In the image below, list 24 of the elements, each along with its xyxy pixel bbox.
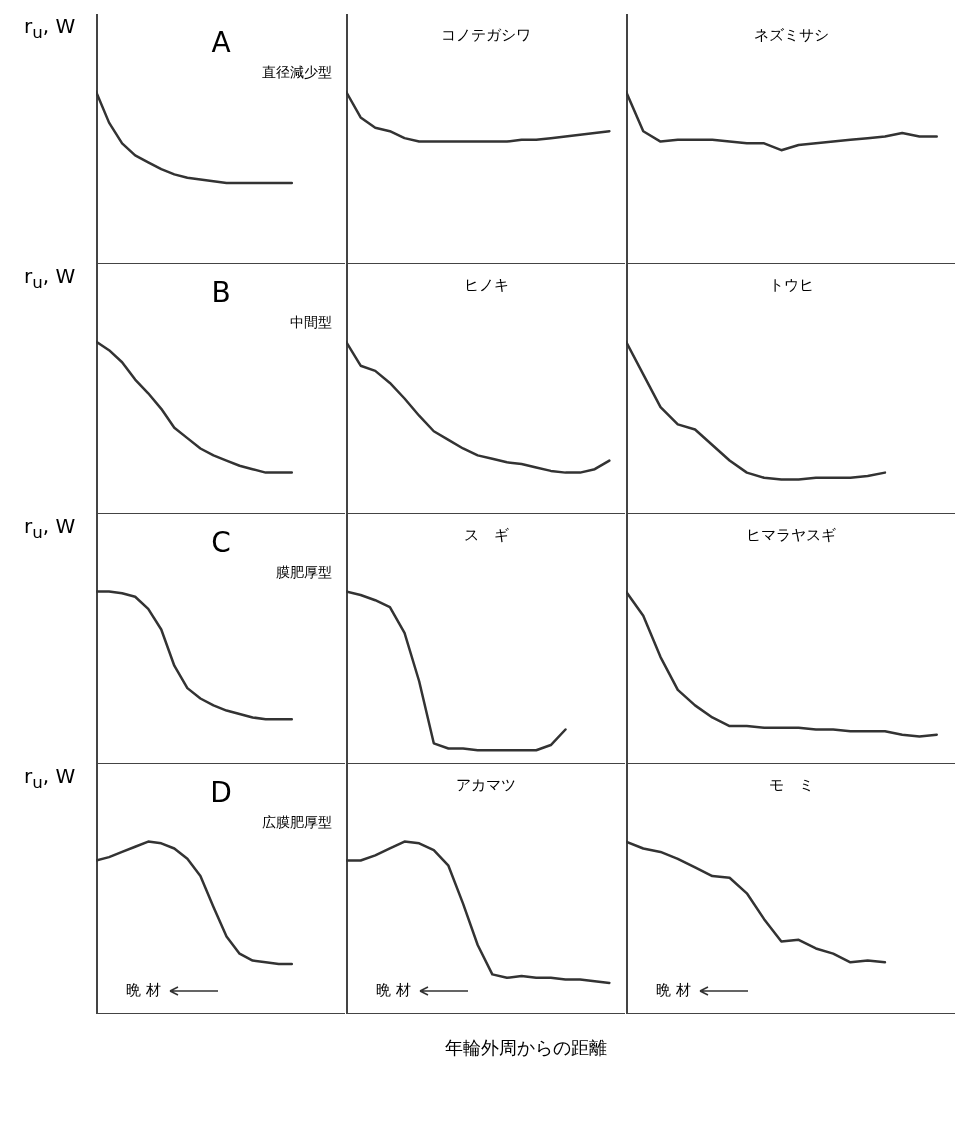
chart-title: モ ミ	[767, 776, 815, 795]
chart-title: ス ギ	[462, 526, 510, 545]
chart-subtitle: 中間型	[290, 314, 332, 332]
chart-title: トウヒ	[767, 276, 815, 295]
chart-subtitle: 直径減少型	[262, 64, 332, 82]
chart-title: B	[210, 276, 232, 309]
chart-title: ヒノキ	[462, 276, 510, 295]
x-axis-title: 年輪外周からの距離	[444, 1036, 608, 1060]
chart-title: コノテガシワ	[440, 26, 532, 45]
y-axis-title: r$_{u}$, W	[24, 264, 76, 292]
y-axis-title: r$_{u}$, W	[24, 514, 76, 542]
chart-title: A	[210, 26, 232, 59]
chart-title: アカマツ	[455, 776, 517, 795]
annotation: 晩 材	[376, 981, 411, 1000]
y-axis-title: r$_{u}$, W	[24, 14, 76, 42]
y-axis-title: r$_{u}$, W	[24, 764, 76, 792]
chart-subtitle: 膜肥厚型	[276, 564, 332, 582]
annotation: 晩 材	[656, 981, 691, 1000]
chart-title: C	[210, 526, 232, 559]
chart-title: ヒマラヤスギ	[745, 526, 837, 545]
annotation: 晩 材	[126, 981, 161, 1000]
chart-subtitle: 広膜肥厚型	[262, 814, 332, 832]
chart-title: ネズミサシ	[752, 26, 830, 45]
chart-title: D	[209, 776, 233, 809]
